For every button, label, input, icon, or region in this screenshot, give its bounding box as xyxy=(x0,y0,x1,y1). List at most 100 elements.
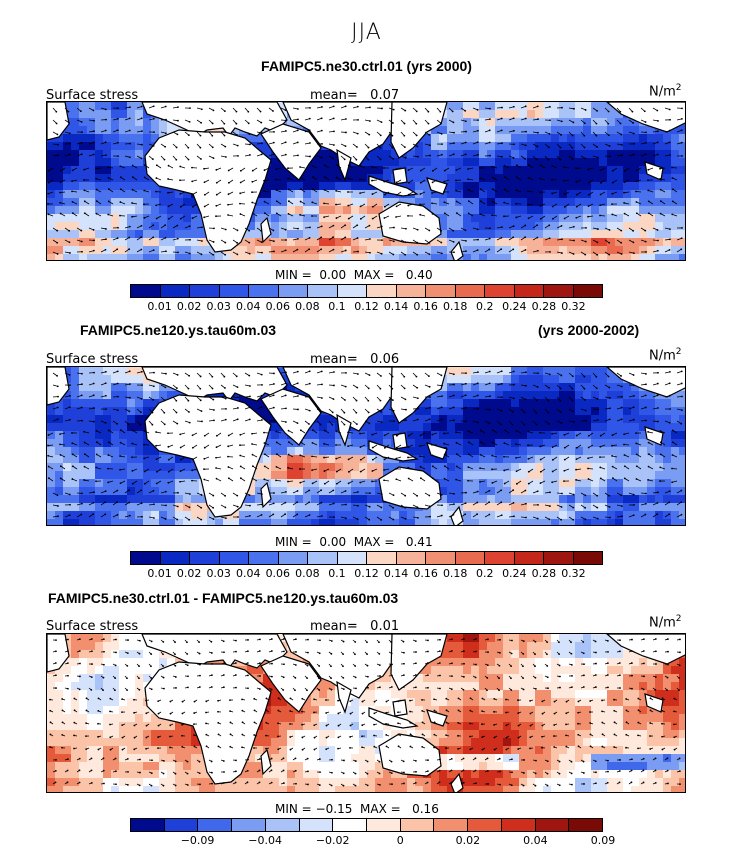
stress-arrowhead xyxy=(524,398,527,401)
field-cell xyxy=(279,463,287,471)
field-cell xyxy=(287,511,295,519)
field-cell xyxy=(287,383,295,391)
stress-arrowhead xyxy=(536,224,539,227)
stress-arrowhead xyxy=(572,121,575,124)
field-cell xyxy=(271,158,279,166)
stress-arrowhead xyxy=(551,178,553,181)
stress-arrowhead xyxy=(367,399,370,402)
landmass xyxy=(368,175,419,197)
field-cell xyxy=(119,166,127,174)
stress-arrowhead xyxy=(596,228,599,230)
stress-arrowhead xyxy=(175,411,178,414)
stress-arrowhead xyxy=(453,383,455,386)
field-cell xyxy=(279,431,287,439)
field-cell xyxy=(111,126,119,134)
field-cell xyxy=(655,254,663,260)
field-cell xyxy=(143,238,151,246)
field-cell xyxy=(159,246,167,254)
stress-arrowhead xyxy=(333,384,335,387)
field-cell xyxy=(111,439,119,447)
field-cell xyxy=(47,455,55,463)
field-cell xyxy=(271,182,279,190)
field-cell xyxy=(415,198,423,206)
field-cell xyxy=(495,150,503,158)
stress-arrowhead xyxy=(407,204,410,207)
field-cell xyxy=(407,158,415,166)
field-cell xyxy=(439,198,447,206)
stress-arrowhead xyxy=(464,109,467,112)
field-cell xyxy=(519,431,527,439)
field-cell xyxy=(95,447,103,455)
field-cell xyxy=(135,110,143,118)
field-cell xyxy=(287,118,295,126)
field-cell xyxy=(463,511,471,519)
field-cell xyxy=(95,503,103,511)
field-cell xyxy=(607,439,615,447)
stress-arrowhead xyxy=(176,373,179,376)
stress-arrowhead xyxy=(536,236,539,239)
field-cell xyxy=(303,439,311,447)
field-cell xyxy=(335,511,343,519)
field-cell xyxy=(535,455,543,463)
stress-arrowhead xyxy=(608,253,611,256)
stress-arrowhead xyxy=(249,395,251,398)
field-cell xyxy=(591,158,599,166)
field-cell xyxy=(127,238,135,246)
stress-arrowhead xyxy=(128,225,131,228)
stress-arrowhead xyxy=(323,164,326,167)
stress-arrowhead xyxy=(152,249,155,252)
landmass xyxy=(390,102,448,159)
stress-arrowhead xyxy=(95,167,97,170)
field-cell xyxy=(495,455,503,463)
field-cell xyxy=(455,182,463,190)
stress-arrowhead xyxy=(621,395,623,398)
field-cell xyxy=(47,254,55,260)
stress-arrowhead xyxy=(620,375,622,377)
field-cell xyxy=(47,503,55,511)
field-cell xyxy=(639,391,647,399)
field-cell xyxy=(583,503,591,511)
stress-arrowhead xyxy=(128,156,131,159)
stress-arrowhead xyxy=(95,177,98,180)
season-title: JJA xyxy=(351,20,382,45)
field-cell xyxy=(543,439,551,447)
stress-arrowhead xyxy=(488,141,491,144)
stress-arrowhead xyxy=(416,241,419,244)
stress-arrowhead xyxy=(332,236,335,239)
field-cell xyxy=(527,495,535,503)
stress-arrowhead xyxy=(512,225,515,227)
stress-arrowhead xyxy=(443,212,446,215)
field-cell xyxy=(567,206,575,214)
field-cell xyxy=(607,166,615,174)
stress-arrowhead xyxy=(512,117,515,120)
field-cell xyxy=(463,407,471,415)
stress-arrowhead xyxy=(404,253,407,256)
field-cell xyxy=(439,503,447,511)
field-cell xyxy=(383,439,391,447)
field-cell xyxy=(671,391,679,399)
stress-arrowhead xyxy=(200,253,203,256)
field-cell xyxy=(655,455,663,463)
field-cell xyxy=(103,102,111,110)
field-cell xyxy=(463,118,471,126)
field-cell xyxy=(431,158,439,166)
colorbar-swatch xyxy=(190,285,220,297)
field-cell xyxy=(351,246,359,254)
field-cell xyxy=(479,431,487,439)
field-cell xyxy=(607,455,615,463)
field-cell xyxy=(575,415,583,423)
field-cell xyxy=(359,158,367,166)
field-cell xyxy=(439,174,447,182)
stress-arrowhead xyxy=(587,168,590,171)
stress-arrowhead xyxy=(671,213,674,216)
field-cell xyxy=(527,519,535,525)
field-cell xyxy=(639,503,647,511)
landmass xyxy=(392,167,408,185)
stress-arrowhead xyxy=(584,253,587,256)
field-cell xyxy=(351,463,359,471)
field-cell xyxy=(623,142,631,150)
field-cell xyxy=(287,190,295,198)
field-cell xyxy=(111,407,119,415)
field-cell xyxy=(679,471,685,479)
field-cell xyxy=(639,423,647,431)
